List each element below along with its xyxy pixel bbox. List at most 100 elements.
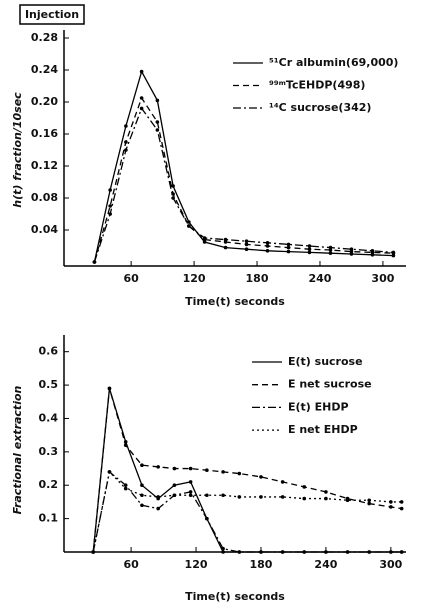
data-point xyxy=(370,249,375,253)
data-point xyxy=(244,242,249,247)
legend-label: E net sucrose xyxy=(288,378,372,391)
data-point xyxy=(367,498,372,503)
data-point xyxy=(92,260,97,264)
y-tick-label: 0.24 xyxy=(31,63,58,76)
annotation-box xyxy=(19,4,85,25)
data-point xyxy=(307,247,312,251)
data-point xyxy=(139,69,144,74)
data-point xyxy=(140,463,144,468)
series-line xyxy=(92,470,402,553)
x-tick-label: 120 xyxy=(185,558,208,571)
data-point xyxy=(91,550,96,554)
data-point xyxy=(223,245,228,250)
data-point xyxy=(188,493,193,498)
legend-label: ¹⁴C sucrose(342) xyxy=(269,101,371,114)
legend-label: ⁵¹Cr albumin(69,000) xyxy=(269,56,398,69)
data-point xyxy=(108,188,112,192)
series-line xyxy=(93,96,394,263)
data-point xyxy=(286,242,291,247)
data-point xyxy=(324,496,328,501)
data-point xyxy=(155,98,160,103)
data-point xyxy=(244,239,249,243)
data-point xyxy=(280,550,285,554)
data-point xyxy=(265,244,270,248)
data-point xyxy=(124,148,128,152)
data-point xyxy=(237,495,242,499)
data-point xyxy=(265,249,270,253)
data-point xyxy=(328,251,333,255)
data-point xyxy=(389,500,393,504)
data-point xyxy=(389,550,393,554)
y-tick-label: 0.28 xyxy=(31,31,58,44)
data-point xyxy=(302,485,307,489)
data-point xyxy=(155,128,160,132)
data-point xyxy=(172,466,177,471)
data-point xyxy=(156,465,160,469)
data-point xyxy=(124,124,128,128)
x-tick-label: 180 xyxy=(249,558,272,571)
data-point xyxy=(172,493,177,498)
y-tick-label: 0.6 xyxy=(39,345,59,358)
data-point xyxy=(107,386,112,391)
data-point xyxy=(324,490,328,494)
data-point xyxy=(188,480,193,484)
data-point xyxy=(205,468,209,473)
data-point xyxy=(280,495,285,499)
data-point xyxy=(108,204,112,208)
data-point xyxy=(221,470,225,474)
x-axis-label: Time(t) seconds xyxy=(185,295,285,308)
series-line xyxy=(92,470,402,553)
y-tick-label: 0.08 xyxy=(31,191,58,204)
y-axis-label: h(t) fraction/10sec xyxy=(11,92,24,208)
data-point xyxy=(156,495,160,499)
data-point xyxy=(171,196,175,200)
y-tick-label: 0.1 xyxy=(39,512,59,525)
series-line xyxy=(92,388,402,553)
data-point xyxy=(349,247,354,251)
y-tick-label: 0.2 xyxy=(39,478,59,491)
data-point xyxy=(156,506,160,511)
y-tick-label: 0.12 xyxy=(31,159,58,172)
data-point xyxy=(328,245,333,250)
data-point xyxy=(367,501,372,506)
data-point xyxy=(108,212,112,216)
data-point xyxy=(123,443,128,447)
data-point xyxy=(244,247,249,251)
data-point xyxy=(259,475,263,479)
data-point xyxy=(188,466,193,471)
data-point xyxy=(205,516,209,521)
data-point xyxy=(302,550,307,554)
data-point xyxy=(202,236,207,240)
data-point xyxy=(107,470,112,474)
data-point xyxy=(307,250,312,255)
x-tick-label: 60 xyxy=(123,558,139,571)
data-point xyxy=(237,471,242,476)
data-point xyxy=(155,120,160,124)
data-point xyxy=(123,483,128,488)
data-point xyxy=(172,483,177,488)
chart-panel: 0.04 0.08 0.12 0.16 0.20 0.24 0.28 60 120 180 240 3… xyxy=(11,4,406,308)
data-point xyxy=(123,486,128,491)
series-line xyxy=(93,107,394,263)
data-point xyxy=(391,250,396,255)
legend-label: ⁹⁹ᵐTcEHDP(498) xyxy=(269,79,365,92)
legend-label: E(t) sucrose xyxy=(288,355,363,368)
annotation: Injection xyxy=(25,8,79,21)
data-point xyxy=(237,550,242,554)
data-point xyxy=(124,140,128,144)
data-point xyxy=(139,96,144,100)
x-tick-label: 120 xyxy=(183,272,206,285)
data-point xyxy=(399,500,404,504)
x-axis-label: Time(t) seconds xyxy=(185,590,285,603)
y-tick-label: 0.16 xyxy=(31,127,58,140)
chart-panel: 0.1 0.2 0.3 0.4 0.5 0.6 60 120 180 240 300 Time(t) … xyxy=(11,335,406,603)
data-point xyxy=(259,550,263,554)
data-point xyxy=(302,496,307,501)
data-point xyxy=(205,493,209,498)
data-point xyxy=(367,550,372,554)
y-tick-label: 0.04 xyxy=(31,223,58,236)
data-point xyxy=(399,550,404,554)
data-point xyxy=(140,503,144,508)
x-tick-label: 180 xyxy=(246,272,269,285)
